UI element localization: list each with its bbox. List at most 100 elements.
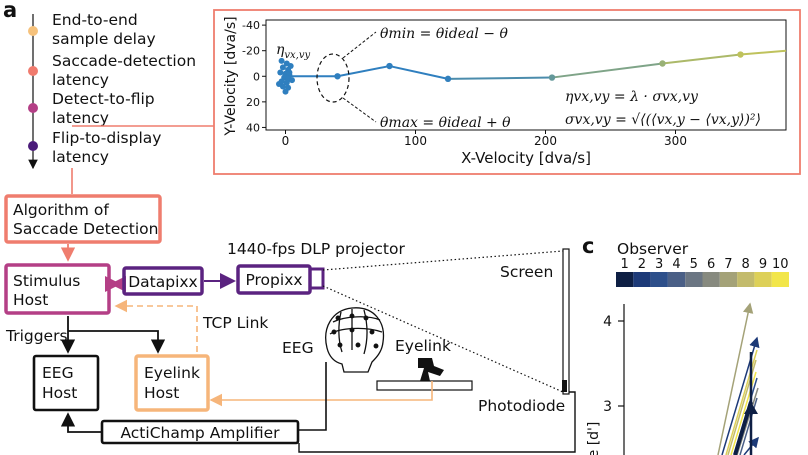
observer-legend-swatch xyxy=(754,272,772,287)
amplifier-label: ActiChamp Amplifier xyxy=(120,424,280,442)
propixx-lens xyxy=(308,267,325,290)
velocity-plot: -40 -20 0 20 40 0 100 200 300 ηvx,vy θmin = θid… xyxy=(223,16,787,167)
eeg-head-icon xyxy=(325,307,385,373)
observer-legend-label: 7 xyxy=(724,257,732,272)
latency-dot-detect-to-flip xyxy=(28,103,38,113)
observer-line-7 xyxy=(717,302,754,455)
observer-legend-swatch xyxy=(616,272,634,287)
latency-label-flip-to-display-2: latency xyxy=(52,148,109,166)
cluster-point xyxy=(282,88,289,95)
observer-mean-marker xyxy=(744,402,758,414)
series-segment xyxy=(447,76,553,80)
series-segment xyxy=(337,65,390,78)
eeg-host-box xyxy=(32,354,100,412)
latency-dot-end-to-end xyxy=(28,26,38,36)
velocity-plot-frame xyxy=(213,9,801,175)
cluster-point xyxy=(283,79,290,86)
panel-label-a: a xyxy=(3,0,17,22)
latency-label-end-to-end-1: End-to-end xyxy=(52,11,138,29)
plot-axes xyxy=(265,19,787,131)
observer-legend-swatch xyxy=(719,272,738,287)
series-point xyxy=(548,74,556,81)
eyelink-host-box xyxy=(134,354,210,412)
xtick-label: 100 xyxy=(404,134,427,148)
latency-label-end-to-end-2: sample delay xyxy=(52,30,156,48)
cluster-point xyxy=(279,64,286,71)
cluster-point xyxy=(289,77,295,84)
eyelink-label: Eyelink xyxy=(395,337,451,355)
screen xyxy=(562,248,570,395)
observer-legend-swatch xyxy=(685,272,703,287)
observer-legend-swatch xyxy=(737,272,755,287)
series-point xyxy=(334,73,341,80)
sigma-equation: σvx,vy = √⟨(⟨vx,y − ⟨vx,y⟩)²⟩ xyxy=(565,112,761,128)
observer-line-6 xyxy=(736,387,759,455)
eeg-label: EEG xyxy=(282,339,314,357)
latency-dot-flip-to-display xyxy=(28,141,38,151)
observer-legend-label: 4 xyxy=(672,257,680,272)
eeg-host-label-1: EEG xyxy=(42,364,74,382)
arrow-stimulus-to-eyelink-host xyxy=(68,330,166,354)
eyelink-host-label-2: Host xyxy=(144,384,179,402)
latency-label-saccade-detection-1: Saccade-detection xyxy=(52,52,196,70)
observer-legend: 1 2 3 4 5 6 7 8 9 10 xyxy=(616,257,789,287)
propixx-label: Propixx xyxy=(245,271,302,289)
cluster-point xyxy=(276,80,282,87)
theta-max-equation: θmax = θideal + θ xyxy=(380,115,511,131)
latency-timeline: End-to-end sample delay Saccade-detectio… xyxy=(28,11,196,170)
plot-series xyxy=(285,49,787,83)
panel-label-c: c xyxy=(582,234,594,258)
panel-c-ytick-label-3: 3 xyxy=(603,399,612,415)
datapixx-label: Datapixx xyxy=(128,273,198,291)
observer-legend-swatch xyxy=(633,272,651,287)
xtick-label: 0 xyxy=(282,134,290,148)
ytick-label: 20 xyxy=(246,96,260,109)
eyelink-to-host-line xyxy=(209,381,433,407)
sample-cluster xyxy=(276,57,295,95)
observer-legend-label: 2 xyxy=(638,257,646,272)
eta-ellipse xyxy=(316,53,350,103)
cluster-point xyxy=(287,63,294,70)
plot-xticks: 0 100 200 300 xyxy=(282,130,687,148)
triggers-label: Triggers xyxy=(5,327,68,345)
ytick-label: 0 xyxy=(253,70,260,83)
eta-equation: ηvx,vy = λ · σvx,vy xyxy=(565,89,699,105)
algorithm-label-1: Algorithm of xyxy=(13,201,109,219)
photodiode-sensor xyxy=(562,380,567,392)
ytick-label: -20 xyxy=(242,45,260,58)
observer-legend-swatch xyxy=(702,272,720,287)
stimulus-host-label-2: Host xyxy=(13,291,48,309)
series-segment xyxy=(662,53,741,65)
theta-max-guide xyxy=(342,97,377,123)
latency-label-saccade-detection-2: latency xyxy=(52,71,109,89)
series-point xyxy=(737,51,744,58)
latency-label-flip-to-display-1: Flip-to-display xyxy=(52,129,161,147)
observer-legend-label: 10 xyxy=(772,257,789,272)
algorithm-label-2: Saccade Detection xyxy=(13,220,158,238)
panel-c-ytick-label-4: 4 xyxy=(603,314,612,330)
eta-label: ηvx,vy xyxy=(276,42,311,61)
latency-dot-saccade-detection xyxy=(28,66,38,76)
screen-label: Screen xyxy=(500,263,553,281)
eeg-cable xyxy=(299,362,327,431)
amplifier-to-eeg-host xyxy=(60,412,102,433)
panel-c-ylabel: e [d'] xyxy=(586,422,602,455)
ytick-label: 40 xyxy=(246,121,260,134)
photodiode-to-amplifier xyxy=(298,391,576,453)
observer-legend-label: 6 xyxy=(707,257,715,272)
series-point xyxy=(659,60,666,67)
cluster-point xyxy=(277,69,284,76)
observer-legend-label: 8 xyxy=(742,257,750,272)
xtick-label: 200 xyxy=(534,134,557,148)
observer-legend-label: 3 xyxy=(655,257,663,272)
latency-label-detect-to-flip-1: Detect-to-flip xyxy=(52,90,155,108)
theta-min-guide xyxy=(342,31,377,59)
series-segment xyxy=(389,65,449,80)
eyelink-camera-icon xyxy=(418,358,444,381)
series-segment xyxy=(551,62,663,79)
tcp-link-label: TCP Link xyxy=(202,314,268,332)
plot-ylabel: Y-Velocity [dva/s] xyxy=(223,16,239,136)
xtick-label: 300 xyxy=(664,134,687,148)
algorithm-box xyxy=(4,194,162,244)
